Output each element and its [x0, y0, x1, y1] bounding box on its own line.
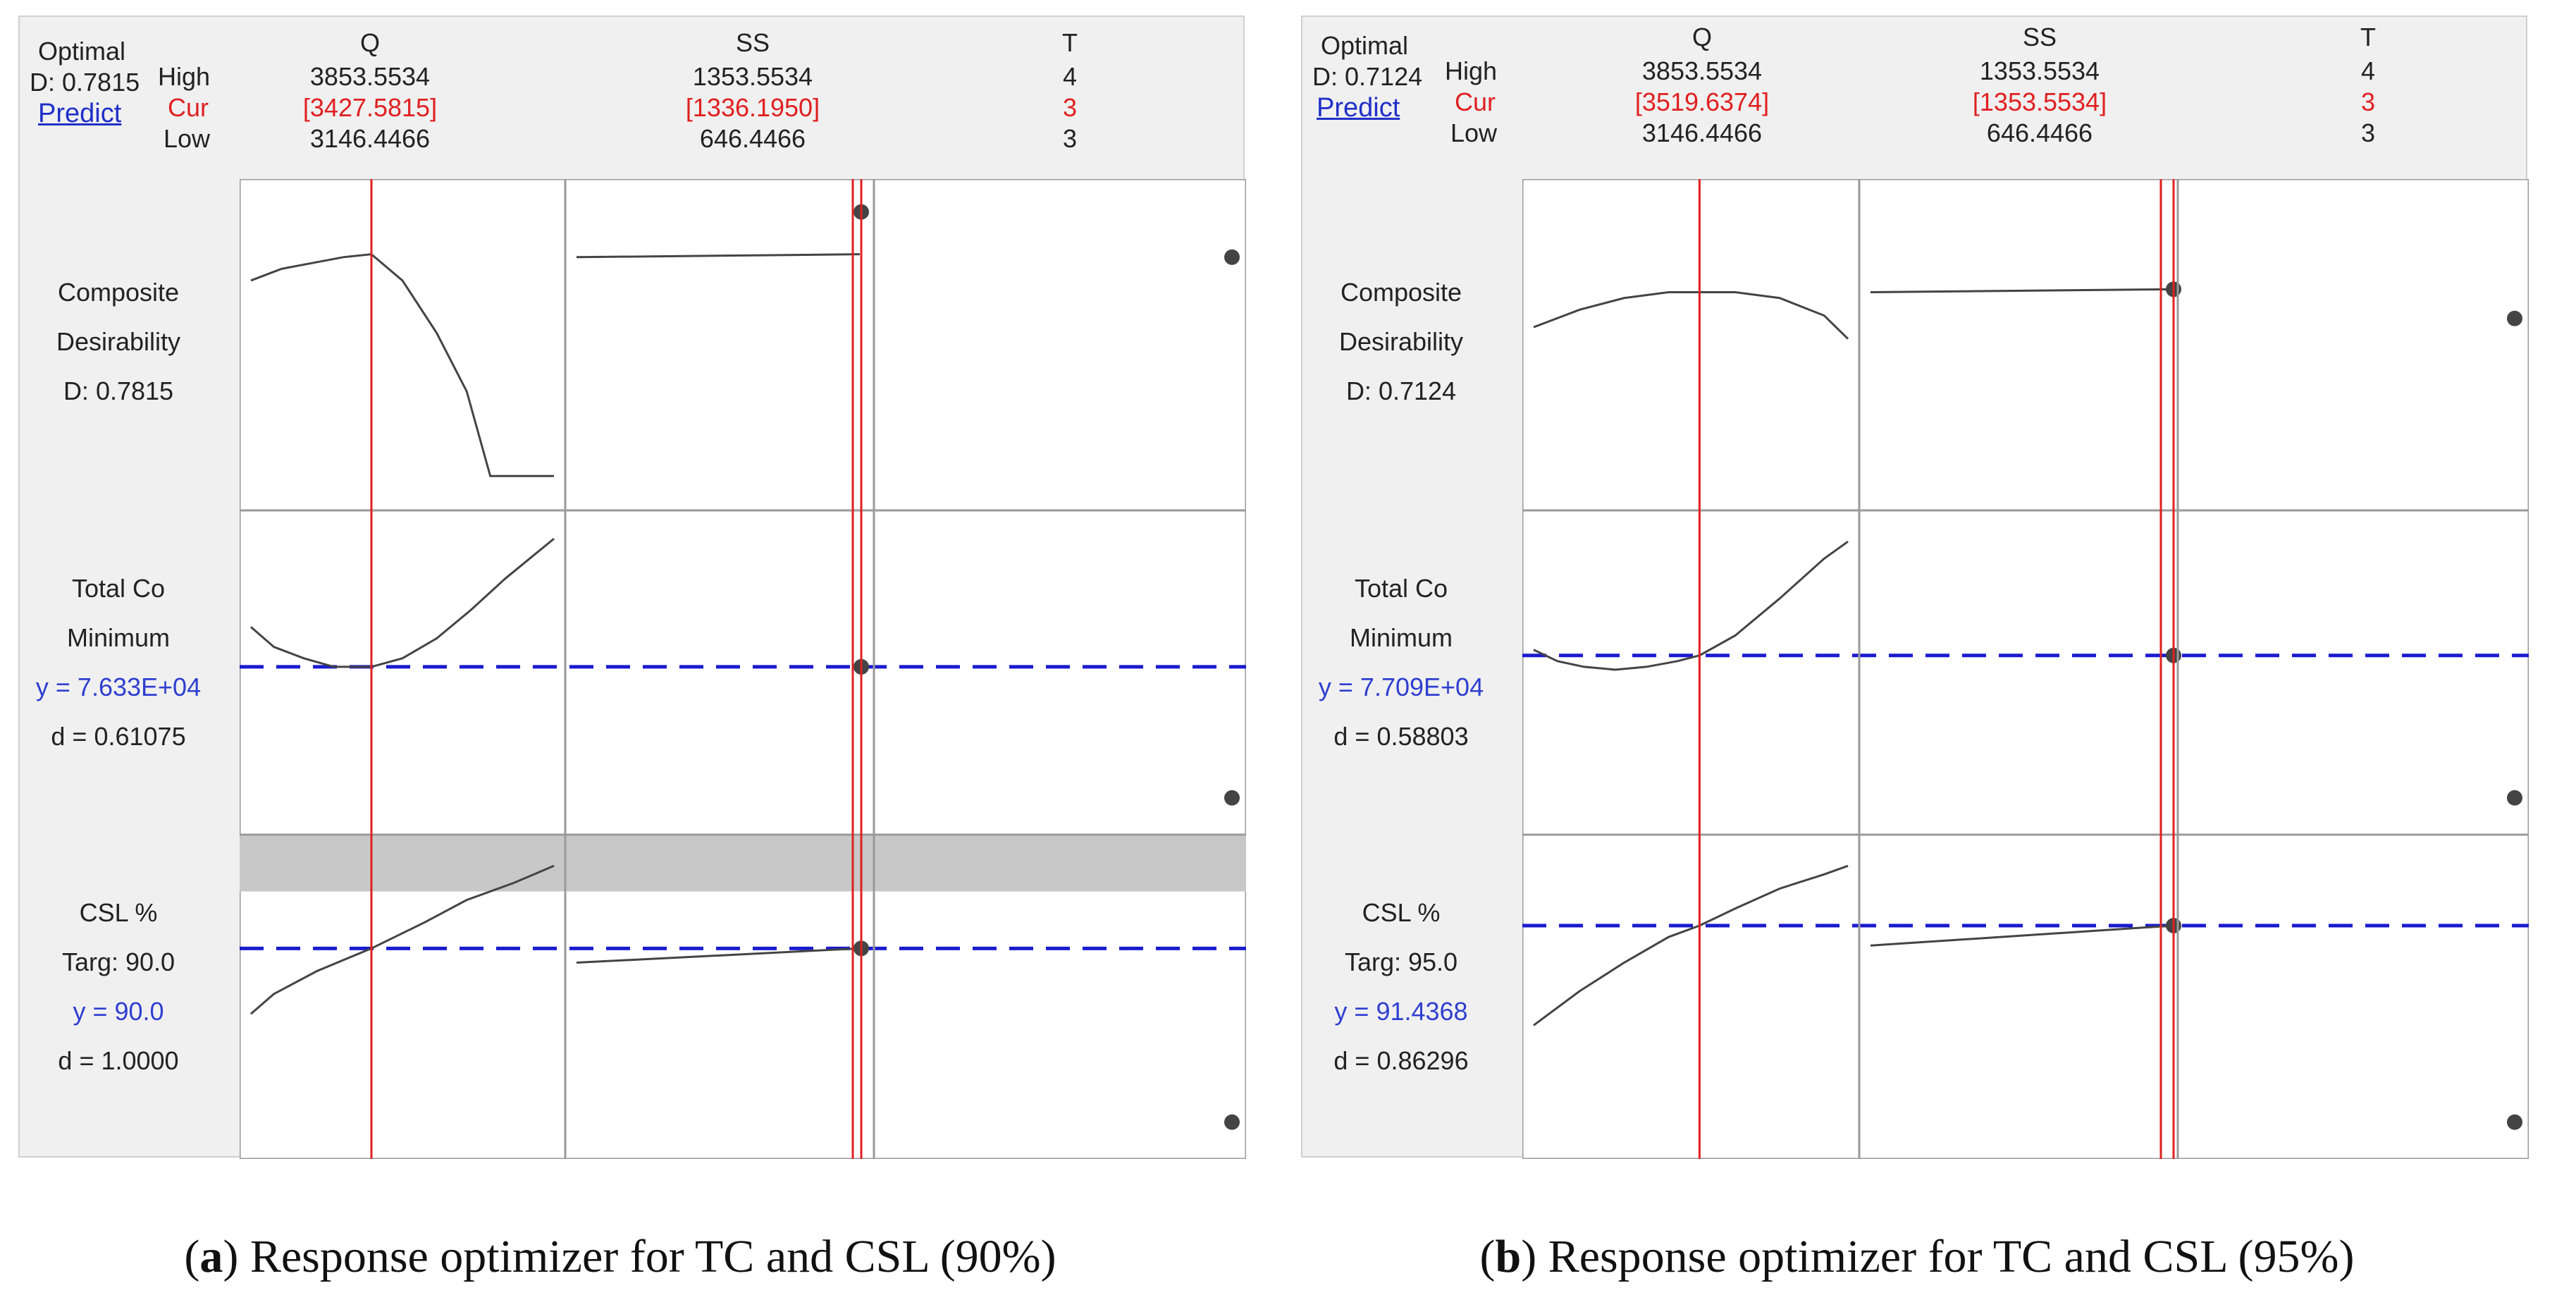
plot-svg-a: [240, 179, 1246, 1159]
factor-q-high: 3853.5534: [1641, 56, 1763, 85]
plot-grid-b: [1522, 179, 2529, 1159]
row3-label-4: d = 0.86296: [1333, 1046, 1469, 1075]
row3-label-4: d = 1.0000: [58, 1046, 179, 1075]
composite-d-text: D: 0.7815: [30, 68, 140, 97]
plot-area: [1522, 179, 2529, 1159]
factor-t-name: T: [2360, 23, 2376, 51]
row2-label-2: Minimum: [1349, 623, 1453, 652]
factor-ss-low: 646.4466: [699, 124, 806, 153]
factor-q-name: Q: [359, 28, 381, 57]
t-response-point: [1224, 1114, 1240, 1130]
optimizer-panel-b: Optimal D: 0.7124 Predict High Cur Low Q…: [1301, 16, 2529, 1159]
row1-label-1: Composite: [1340, 278, 1462, 307]
t-response-point: [1224, 249, 1240, 265]
cur-label: Cur: [1455, 87, 1496, 116]
optimizer-panel-a: Optimal D: 0.7815 Predict High Cur Low Q…: [18, 16, 1246, 1159]
factor-t-high: 4: [1062, 62, 1078, 91]
row1-label-1: Composite: [57, 278, 180, 307]
row1-label-2: Desirability: [56, 327, 181, 356]
factor-ss-cur: [1353.5534]: [1972, 87, 2107, 116]
t-response-point: [2507, 310, 2522, 326]
plot-svg-b: [1522, 179, 2529, 1159]
factor-ss-name: SS: [2022, 23, 2057, 51]
row2-label-2: Minimum: [66, 623, 171, 652]
row2-label-4: d = 0.58803: [1333, 722, 1469, 751]
factor-t-high: 4: [2360, 56, 2376, 85]
factor-ss-name: SS: [735, 28, 770, 57]
ss-response-curve: [576, 947, 860, 964]
t-response-point: [2507, 790, 2522, 806]
row1-label-3: D: 0.7815: [63, 376, 174, 405]
row2-label-4: d = 0.61075: [51, 722, 186, 751]
row3-label-1: CSL %: [79, 898, 158, 927]
row3-label-2: Targ: 95.0: [1344, 947, 1458, 976]
caption-b-letter: b: [1495, 1231, 1522, 1282]
plot-grid-a: [240, 179, 1246, 1159]
low-label: Low: [164, 124, 211, 153]
composite-d-text: D: 0.7124: [1312, 62, 1423, 91]
row3-label-2: Targ: 90.0: [61, 947, 175, 976]
q-response-curve: [249, 537, 555, 668]
factor-q-name: Q: [1691, 23, 1713, 51]
caption-a-text: Response optimizer for TC and CSL (90%): [249, 1231, 1056, 1282]
row1-label-2: Desirability: [1338, 327, 1464, 356]
row3-label-1: CSL %: [1362, 898, 1441, 927]
t-response-point: [1224, 790, 1240, 806]
ss-response-curve: [1870, 924, 2174, 947]
q-response-curve: [1533, 540, 1849, 671]
factor-t-cur: 3: [1062, 93, 1078, 122]
factor-t-name: T: [1062, 28, 1078, 57]
row2-label-3: y = 7.709E+04: [1318, 673, 1484, 701]
plot-area: [240, 179, 1246, 1159]
factor-q-high: 3853.5534: [309, 62, 431, 91]
target-band: [240, 835, 1246, 892]
optimal-label: Optimal: [38, 37, 126, 66]
row1-label-3: D: 0.7124: [1345, 376, 1457, 405]
row3-label-3: y = 90.0: [73, 997, 164, 1026]
row3-label-3: y = 91.4368: [1334, 997, 1468, 1026]
t-response-point: [2507, 1114, 2522, 1130]
row2-label-3: y = 7.633E+04: [35, 673, 202, 701]
high-label: High: [158, 62, 211, 91]
ss-response-curve: [1870, 288, 2174, 293]
factor-ss-high: 1353.5534: [692, 62, 813, 91]
optimal-label: Optimal: [1321, 31, 1409, 60]
factor-q-cur: [3519.6374]: [1634, 87, 1770, 116]
high-label: High: [1445, 56, 1498, 85]
predict-link[interactable]: Predict: [38, 99, 122, 128]
low-label: Low: [1450, 118, 1498, 147]
caption-a-letter: a: [199, 1231, 223, 1282]
row2-label-1: Total Co: [71, 574, 166, 603]
factor-ss-cur: [1336.1950]: [685, 93, 820, 122]
predict-link[interactable]: Predict: [1317, 93, 1400, 123]
factor-q-cur: [3427.5815]: [302, 93, 438, 122]
caption-a: (a) Response optimizer for TC and CSL (9…: [184, 1231, 1056, 1282]
factor-ss-low: 646.4466: [1986, 118, 2093, 147]
factor-t-cur: 3: [2360, 87, 2376, 116]
caption-b-text: Response optimizer for TC and CSL (95%): [1548, 1231, 2355, 1282]
ss-response-curve: [576, 253, 860, 259]
factor-q-low: 3146.4466: [309, 124, 431, 153]
factor-t-low: 3: [1062, 124, 1078, 153]
caption-b: (b) Response optimizer for TC and CSL (9…: [1479, 1231, 2355, 1282]
row2-label-1: Total Co: [1354, 574, 1448, 603]
factor-t-low: 3: [2360, 118, 2376, 147]
q-response-curve: [249, 864, 555, 1015]
factor-q-low: 3146.4466: [1641, 118, 1763, 147]
q-response-curve: [250, 253, 555, 477]
factor-ss-high: 1353.5534: [1979, 56, 2100, 85]
cur-label: Cur: [168, 93, 209, 122]
